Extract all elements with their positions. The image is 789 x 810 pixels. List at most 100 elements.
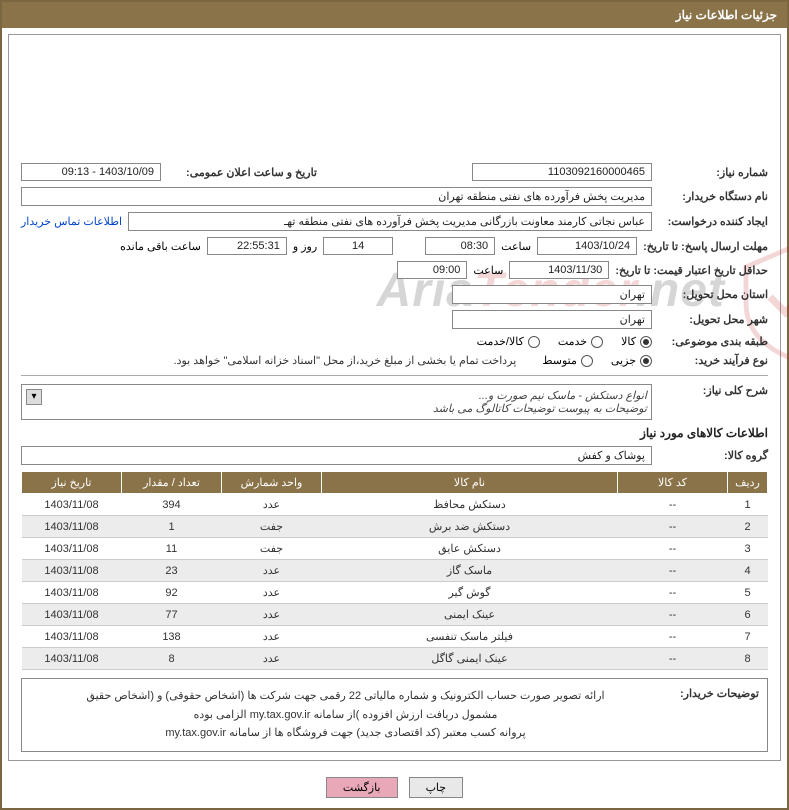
table-cell: -- xyxy=(618,604,728,626)
notes-text: ارائه تصویر صورت حساب الکترونیک و شماره … xyxy=(30,687,661,743)
time-label-1: ساعت xyxy=(501,240,531,253)
category-radios: کالا خدمت کالا/خدمت xyxy=(477,335,652,348)
print-button[interactable]: چاپ xyxy=(409,777,464,798)
table-cell: 8 xyxy=(728,648,768,670)
radio-both[interactable]: کالا/خدمت xyxy=(477,335,540,348)
table-cell: 5 xyxy=(728,582,768,604)
th-row: ردیف xyxy=(728,472,768,494)
row-deadline: مهلت ارسال پاسخ: تا تاریخ: 1403/10/24 سا… xyxy=(21,237,768,255)
table-cell: 1403/11/08 xyxy=(22,494,122,516)
table-cell: -- xyxy=(618,648,728,670)
table-cell: 1403/11/08 xyxy=(22,648,122,670)
table-cell: -- xyxy=(618,516,728,538)
items-section-title: اطلاعات کالاهای مورد نیاز xyxy=(21,426,768,440)
table-cell: عدد xyxy=(222,582,322,604)
table-cell: عدد xyxy=(222,604,322,626)
category-label: طبقه بندی موضوعی: xyxy=(658,335,768,348)
table-row: 3--دستکش عایقجفت111403/11/08 xyxy=(22,538,768,560)
radio-dot-icon xyxy=(640,336,652,348)
days-value: 14 xyxy=(323,237,393,255)
th-unit: واحد شمارش xyxy=(222,472,322,494)
time-label-2: ساعت xyxy=(473,264,503,277)
table-cell: دستکش عایق xyxy=(322,538,618,560)
back-button[interactable]: بازگشت xyxy=(326,777,398,798)
table-row: 2--دستکش ضد برشجفت11403/11/08 xyxy=(22,516,768,538)
table-cell: دستکش ضد برش xyxy=(322,516,618,538)
radio-goods[interactable]: کالا xyxy=(621,335,652,348)
table-cell: 23 xyxy=(122,560,222,582)
table-cell: 1 xyxy=(122,516,222,538)
overview-label: شرح کلی نیاز: xyxy=(658,384,768,397)
deadline-label: مهلت ارسال پاسخ: تا تاریخ: xyxy=(643,240,768,253)
table-row: 1--دستکش محافظعدد3941403/11/08 xyxy=(22,494,768,516)
countdown-value: 22:55:31 xyxy=(207,237,287,255)
title-bar: جزئیات اطلاعات نیاز xyxy=(2,2,787,28)
row-buyer-org: نام دستگاه خریدار: مدیریت پخش فرآورده ها… xyxy=(21,187,768,206)
table-cell: جفت xyxy=(222,516,322,538)
table-cell: عدد xyxy=(222,560,322,582)
radio-dot-icon xyxy=(528,336,540,348)
buyer-notes-box: توضیحات خریدار: ارائه تصویر صورت حساب ال… xyxy=(21,678,768,752)
announce-label: تاریخ و ساعت اعلان عمومی: xyxy=(167,166,317,179)
table-row: 4--ماسک گازعدد231403/11/08 xyxy=(22,560,768,582)
divider xyxy=(21,375,768,376)
table-cell: دستکش محافظ xyxy=(322,494,618,516)
table-cell: 1403/11/08 xyxy=(22,538,122,560)
row-overview: شرح کلی نیاز: انواع دستکش - ماسک نیم صور… xyxy=(21,384,768,420)
buy-note: پرداخت تمام یا بخشی از مبلغ خرید،از محل … xyxy=(174,354,517,367)
buy-type-radios: جزیی متوسط xyxy=(542,354,652,367)
buyer-org-label: نام دستگاه خریدار: xyxy=(658,190,768,203)
row-city: شهر محل تحویل: تهران xyxy=(21,310,768,329)
table-cell: 1403/11/08 xyxy=(22,626,122,648)
radio-dot-icon xyxy=(581,355,593,367)
announce-value: 1403/10/09 - 09:13 xyxy=(21,163,161,181)
items-table: ردیف کد کالا نام کالا واحد شمارش تعداد /… xyxy=(21,471,768,670)
table-cell: 2 xyxy=(728,516,768,538)
days-label: روز و xyxy=(293,240,317,253)
province-label: استان محل تحویل: xyxy=(658,288,768,301)
row-requester: ایجاد کننده درخواست: عباس نجاتی کارمند م… xyxy=(21,212,768,231)
table-cell: عینک ایمنی گاگل xyxy=(322,648,618,670)
row-category: طبقه بندی موضوعی: کالا خدمت کالا/خدمت xyxy=(21,335,768,348)
table-cell: 11 xyxy=(122,538,222,560)
table-cell: ماسک گاز xyxy=(322,560,618,582)
table-cell: عدد xyxy=(222,494,322,516)
th-name: نام کالا xyxy=(322,472,618,494)
button-row: چاپ بازگشت xyxy=(2,767,787,808)
table-cell: 7 xyxy=(728,626,768,648)
deadline-time: 08:30 xyxy=(425,237,495,255)
table-cell: -- xyxy=(618,560,728,582)
table-cell: 1 xyxy=(728,494,768,516)
table-cell: جفت xyxy=(222,538,322,560)
buy-type-label: نوع فرآیند خرید: xyxy=(658,354,768,367)
overview-box: انواع دستکش - ماسک نیم صورت و... توضیحات… xyxy=(21,384,652,420)
dropdown-icon[interactable]: ▾ xyxy=(26,389,42,405)
contact-link[interactable]: اطلاعات تماس خریدار xyxy=(21,215,122,228)
requester-label: ایجاد کننده درخواست: xyxy=(658,215,768,228)
main-container: جزئیات اطلاعات نیاز AriaTender.net شماره… xyxy=(0,0,789,810)
table-cell: -- xyxy=(618,582,728,604)
validity-date: 1403/11/30 xyxy=(509,261,609,279)
th-date: تاریخ نیاز xyxy=(22,472,122,494)
th-code: کد کالا xyxy=(618,472,728,494)
table-cell: 1403/11/08 xyxy=(22,516,122,538)
row-province: استان محل تحویل: تهران xyxy=(21,285,768,304)
table-cell: 1403/11/08 xyxy=(22,582,122,604)
table-cell: عینک ایمنی xyxy=(322,604,618,626)
province-value: تهران xyxy=(452,285,652,304)
city-value: تهران xyxy=(452,310,652,329)
table-cell: -- xyxy=(618,538,728,560)
table-cell: عدد xyxy=(222,626,322,648)
city-label: شهر محل تحویل: xyxy=(658,313,768,326)
table-cell: فیلتر ماسک تنفسی xyxy=(322,626,618,648)
need-no-value: 1103092160000465 xyxy=(472,163,652,181)
group-label: گروه کالا: xyxy=(658,449,768,462)
row-need-no: شماره نیاز: 1103092160000465 تاریخ و ساع… xyxy=(21,163,768,181)
deadline-date: 1403/10/24 xyxy=(537,237,637,255)
radio-dot-icon xyxy=(591,336,603,348)
row-buy-type: نوع فرآیند خرید: جزیی متوسط پرداخت تمام … xyxy=(21,354,768,367)
radio-medium[interactable]: متوسط xyxy=(542,354,593,367)
radio-partial[interactable]: جزیی xyxy=(611,354,652,367)
validity-time: 09:00 xyxy=(397,261,467,279)
radio-service[interactable]: خدمت xyxy=(558,335,603,348)
